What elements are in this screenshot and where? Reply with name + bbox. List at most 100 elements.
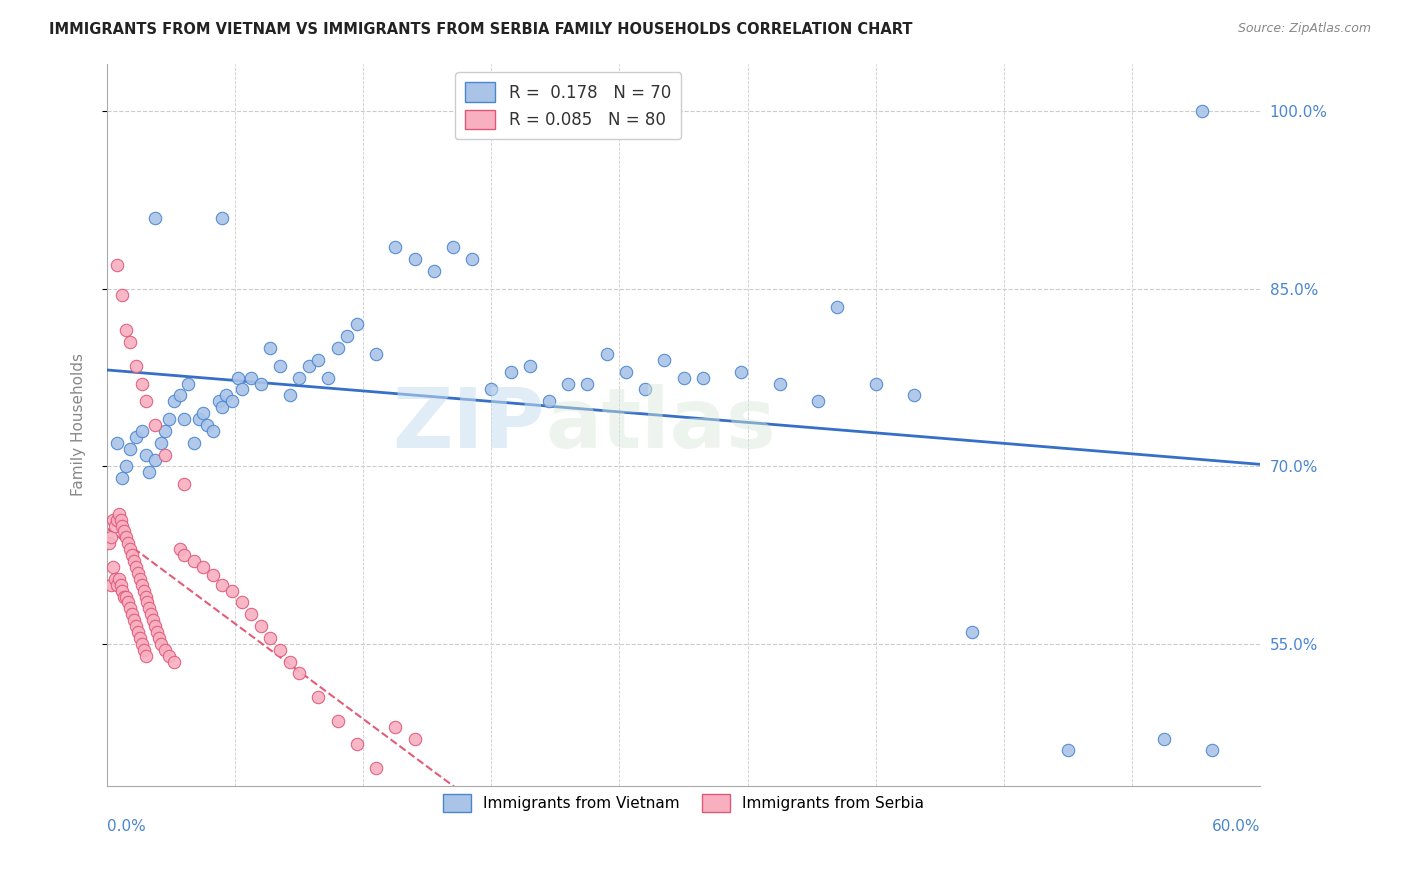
- Point: [259, 341, 281, 355]
- Point: [111, 287, 134, 301]
- Point: [131, 637, 153, 651]
- Point: [110, 513, 132, 527]
- Point: [134, 590, 156, 604]
- Point: [110, 578, 132, 592]
- Point: [211, 401, 233, 415]
- Point: [111, 518, 134, 533]
- Point: [120, 601, 142, 615]
- Point: [404, 252, 426, 267]
- Point: [153, 448, 176, 462]
- Point: [122, 554, 145, 568]
- Point: [163, 394, 186, 409]
- Point: [149, 637, 172, 651]
- Point: [169, 388, 191, 402]
- Point: [121, 607, 143, 622]
- Point: [143, 211, 166, 225]
- Point: [188, 412, 211, 426]
- Point: [211, 211, 233, 225]
- Point: [134, 448, 156, 462]
- Point: [537, 394, 560, 409]
- Point: [364, 347, 387, 361]
- Point: [157, 412, 180, 426]
- Point: [346, 318, 368, 332]
- Point: [692, 370, 714, 384]
- Point: [104, 518, 127, 533]
- Point: [107, 572, 129, 586]
- Point: [346, 738, 368, 752]
- Point: [298, 359, 321, 373]
- Point: [134, 648, 156, 663]
- Point: [730, 365, 752, 379]
- Point: [131, 424, 153, 438]
- Point: [461, 252, 484, 267]
- Point: [183, 435, 205, 450]
- Point: [634, 383, 657, 397]
- Point: [132, 642, 155, 657]
- Point: [191, 560, 214, 574]
- Point: [557, 376, 579, 391]
- Point: [112, 590, 135, 604]
- Point: [441, 240, 464, 254]
- Point: [576, 376, 599, 391]
- Point: [278, 388, 301, 402]
- Point: [173, 548, 195, 562]
- Point: [111, 471, 134, 485]
- Point: [177, 376, 200, 391]
- Point: [336, 329, 359, 343]
- Point: [115, 530, 138, 544]
- Point: [101, 513, 124, 527]
- Point: [148, 631, 170, 645]
- Y-axis label: Family Households: Family Households: [72, 353, 86, 497]
- Point: [100, 578, 122, 592]
- Point: [195, 417, 218, 432]
- Point: [142, 613, 165, 627]
- Point: [117, 536, 139, 550]
- Point: [120, 442, 142, 456]
- Point: [115, 459, 138, 474]
- Point: [768, 376, 790, 391]
- Point: [269, 359, 291, 373]
- Point: [104, 572, 127, 586]
- Point: [132, 583, 155, 598]
- Point: [125, 619, 148, 633]
- Point: [211, 578, 233, 592]
- Point: [105, 435, 128, 450]
- Point: [288, 370, 311, 384]
- Point: [169, 542, 191, 557]
- Point: [153, 424, 176, 438]
- Point: [173, 477, 195, 491]
- Point: [231, 383, 253, 397]
- Point: [149, 435, 172, 450]
- Point: [364, 761, 387, 775]
- Point: [807, 394, 830, 409]
- Point: [226, 370, 249, 384]
- Point: [672, 370, 695, 384]
- Point: [1153, 731, 1175, 746]
- Point: [98, 536, 121, 550]
- Point: [614, 365, 637, 379]
- Point: [278, 655, 301, 669]
- Point: [499, 365, 522, 379]
- Point: [153, 642, 176, 657]
- Point: [249, 376, 271, 391]
- Point: [479, 383, 502, 397]
- Point: [825, 300, 848, 314]
- Point: [111, 583, 134, 598]
- Point: [207, 394, 229, 409]
- Point: [404, 731, 426, 746]
- Point: [240, 607, 263, 622]
- Point: [173, 412, 195, 426]
- Point: [115, 323, 138, 337]
- Point: [288, 666, 311, 681]
- Text: atlas: atlas: [546, 384, 776, 466]
- Point: [1201, 743, 1223, 757]
- Point: [134, 394, 156, 409]
- Point: [131, 578, 153, 592]
- Point: [384, 240, 406, 254]
- Point: [307, 352, 329, 367]
- Legend: Immigrants from Vietnam, Immigrants from Serbia: Immigrants from Vietnam, Immigrants from…: [437, 788, 931, 818]
- Point: [384, 720, 406, 734]
- Point: [652, 352, 675, 367]
- Text: 60.0%: 60.0%: [1212, 819, 1260, 834]
- Point: [316, 370, 339, 384]
